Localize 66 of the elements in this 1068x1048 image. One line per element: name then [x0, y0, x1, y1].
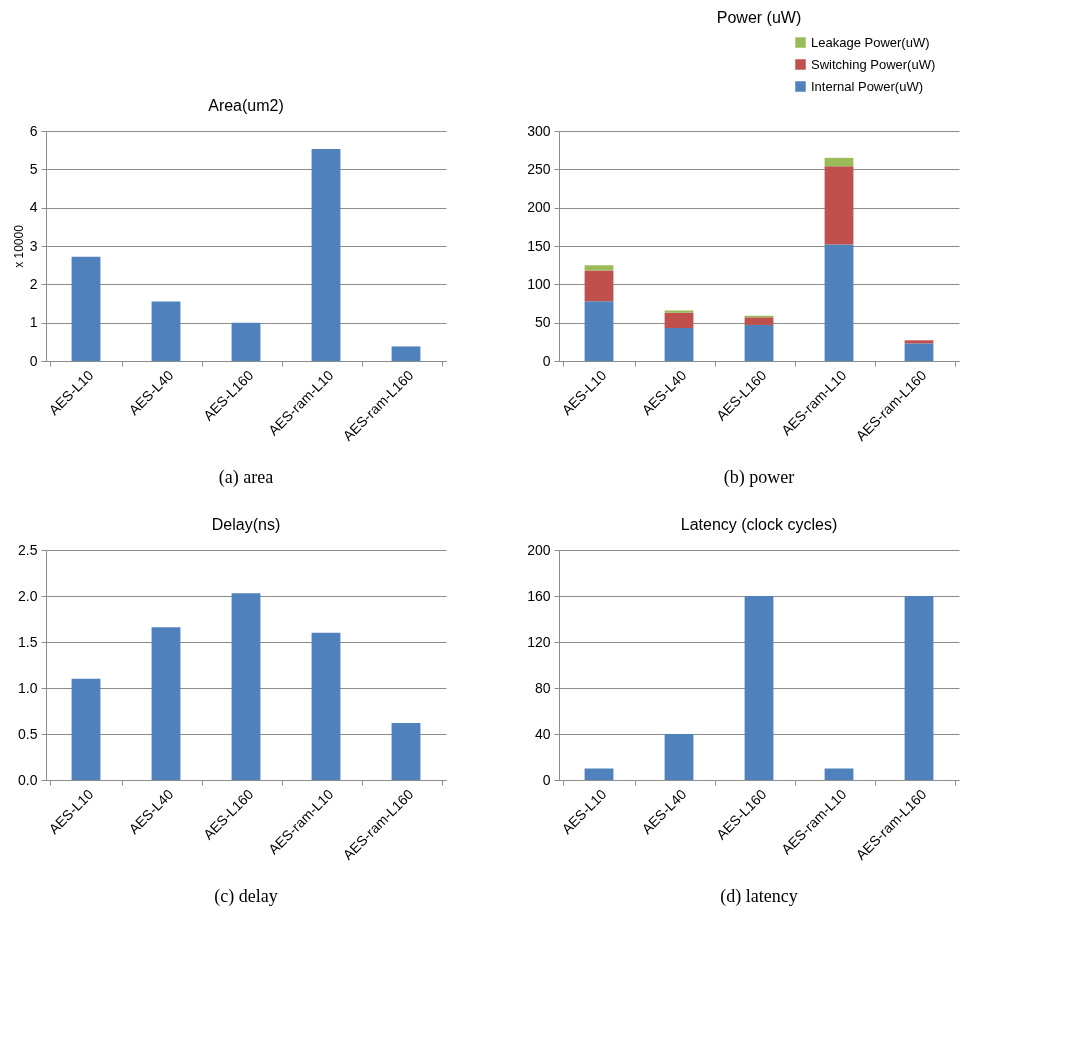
- y-tick-label: 100: [527, 275, 551, 292]
- bar: [151, 627, 181, 780]
- y-tick-label: 120: [527, 633, 551, 650]
- bar: [904, 340, 934, 344]
- bar: [391, 346, 421, 361]
- bar: [824, 157, 854, 167]
- y-tick-label: 50: [534, 314, 551, 331]
- bar: [71, 256, 101, 361]
- y-tick-label: 250: [527, 160, 551, 177]
- y-axis-title: x 10000: [11, 224, 26, 268]
- bar: [231, 322, 261, 361]
- y-tick-label: 1.5: [18, 633, 38, 650]
- text: (a) area: [218, 467, 274, 488]
- y-tick-label: 6: [29, 122, 38, 139]
- y-tick-label: 200: [527, 541, 551, 558]
- bar: [584, 270, 614, 302]
- bar: [311, 149, 341, 361]
- bar: [904, 596, 934, 780]
- y-tick-label: 0: [29, 352, 38, 369]
- bar: [311, 632, 341, 780]
- y-tick-label: 80: [534, 679, 551, 696]
- bar: [391, 722, 421, 780]
- y-tick-label: 200: [527, 199, 551, 216]
- bar: [584, 768, 614, 780]
- bar: [824, 244, 854, 361]
- y-tick-label: 1: [29, 314, 38, 331]
- bar: [231, 593, 261, 780]
- y-tick-label: 0.0: [18, 771, 38, 788]
- bar: [664, 310, 694, 313]
- chart-title: Area(um2): [208, 97, 284, 114]
- chart-title: Delay(ns): [211, 516, 281, 533]
- y-tick-label: 160: [527, 587, 551, 604]
- y-tick-label: 0.5: [18, 725, 38, 742]
- y-tick-label: 3: [29, 237, 38, 254]
- bar: [584, 301, 614, 361]
- bar: [744, 317, 774, 325]
- y-tick-label: 150: [527, 237, 551, 254]
- y-tick-label: 4: [29, 199, 38, 216]
- legend-label: Internal Power(uW): [811, 78, 923, 94]
- y-tick-label: 5: [29, 160, 38, 177]
- legend-label: Switching Power(uW): [811, 56, 936, 72]
- bar: [824, 166, 854, 245]
- bar: [151, 301, 181, 361]
- y-tick-label: 40: [534, 725, 551, 742]
- bar: [664, 312, 694, 329]
- bar: [744, 596, 774, 780]
- bar: [71, 678, 101, 780]
- y-tick-label: 1.0: [18, 679, 38, 696]
- bar: [664, 734, 694, 780]
- text: (c) delay: [214, 886, 278, 907]
- y-tick-label: 0: [542, 352, 551, 369]
- y-tick-label: 2: [29, 275, 38, 292]
- y-tick-label: 2.5: [18, 541, 38, 558]
- y-tick-label: 300: [527, 122, 551, 139]
- legend-label: Leakage Power(uW): [811, 34, 930, 50]
- bar: [824, 768, 854, 780]
- bar: [584, 265, 614, 271]
- bar: [904, 343, 934, 361]
- text: (d) latency: [720, 886, 798, 907]
- y-tick-label: 2.0: [18, 587, 38, 604]
- bar: [664, 328, 694, 361]
- chart-title: Power (uW): [716, 9, 802, 26]
- bar: [744, 324, 774, 361]
- y-tick-label: 0: [542, 771, 551, 788]
- text: (b) power: [723, 467, 795, 488]
- chart-title: Latency (clock cycles): [680, 516, 838, 533]
